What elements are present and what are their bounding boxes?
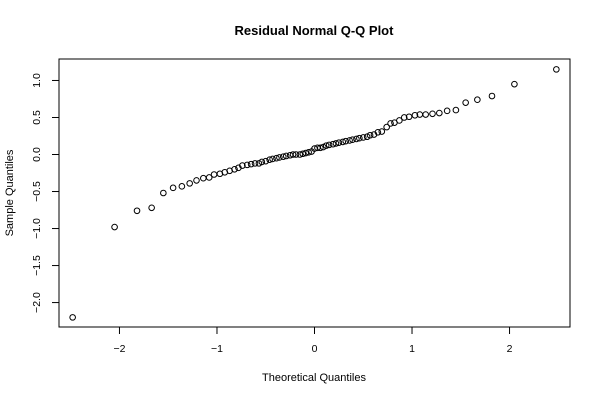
data-point bbox=[387, 120, 394, 127]
data-point bbox=[282, 152, 290, 160]
data-point bbox=[553, 66, 560, 73]
data-point bbox=[269, 155, 276, 163]
data-point bbox=[339, 138, 347, 146]
data-point bbox=[511, 80, 518, 88]
data-point bbox=[329, 140, 337, 148]
data-point bbox=[335, 139, 343, 146]
data-point bbox=[148, 204, 155, 212]
y-tick-label: 0.5 bbox=[31, 110, 43, 125]
data-point bbox=[462, 99, 469, 106]
x-tick-label: −1 bbox=[211, 343, 223, 355]
data-point bbox=[356, 134, 363, 142]
data-points bbox=[69, 66, 560, 321]
data-point bbox=[443, 107, 451, 115]
data-point bbox=[322, 142, 330, 149]
data-point bbox=[205, 174, 213, 181]
data-point bbox=[231, 166, 238, 173]
data-point bbox=[186, 180, 193, 187]
data-point bbox=[317, 144, 324, 152]
data-point bbox=[243, 161, 251, 169]
y-tick-label: 0.0 bbox=[31, 147, 43, 162]
data-point bbox=[452, 106, 460, 114]
data-point bbox=[366, 131, 374, 139]
data-point bbox=[405, 113, 413, 121]
x-axis: −2 −1 0 1 2 bbox=[113, 326, 513, 355]
data-point bbox=[353, 135, 360, 143]
plot-frame bbox=[58, 58, 571, 328]
data-point bbox=[422, 111, 429, 118]
data-point bbox=[133, 207, 141, 215]
data-point bbox=[279, 153, 287, 161]
data-point bbox=[169, 184, 177, 192]
data-point bbox=[276, 154, 283, 161]
data-point bbox=[436, 109, 443, 117]
data-point bbox=[247, 160, 255, 168]
data-point bbox=[346, 137, 353, 144]
y-axis-label: Sample Quantiles bbox=[4, 149, 16, 236]
y-tick-label: 1.0 bbox=[31, 73, 43, 88]
data-point bbox=[374, 128, 382, 136]
data-point bbox=[69, 314, 76, 321]
data-point bbox=[200, 174, 207, 182]
data-point bbox=[262, 157, 270, 165]
data-point bbox=[474, 96, 481, 104]
data-point bbox=[342, 137, 350, 145]
data-point bbox=[296, 151, 304, 158]
data-point bbox=[289, 151, 297, 158]
data-point bbox=[178, 183, 186, 190]
data-point bbox=[302, 149, 310, 157]
data-point bbox=[359, 134, 367, 141]
data-point bbox=[258, 158, 266, 166]
data-point bbox=[396, 117, 403, 124]
data-point bbox=[266, 156, 273, 163]
data-point bbox=[273, 154, 280, 162]
y-tick-label: −1.0 bbox=[31, 218, 43, 239]
data-point bbox=[411, 111, 419, 119]
y-axis: −2.0 −1.5 −1.0 −0.5 0.0 0.5 1.0 bbox=[31, 73, 60, 313]
x-tick-label: 0 bbox=[312, 343, 318, 355]
data-point bbox=[239, 162, 246, 169]
data-point bbox=[160, 189, 167, 197]
x-axis-label: Theoretical Quantiles bbox=[262, 372, 366, 384]
data-point bbox=[378, 128, 386, 135]
x-tick-label: 2 bbox=[507, 343, 513, 355]
data-point bbox=[251, 160, 259, 167]
data-point bbox=[429, 110, 436, 118]
data-point bbox=[383, 123, 390, 131]
data-point bbox=[349, 136, 356, 143]
data-point bbox=[400, 114, 408, 121]
data-point bbox=[111, 223, 118, 231]
data-point bbox=[193, 177, 200, 184]
data-point bbox=[488, 92, 496, 100]
y-tick-label: −1.5 bbox=[31, 255, 43, 276]
data-point bbox=[292, 151, 300, 158]
data-point bbox=[210, 171, 218, 178]
x-tick-label: −2 bbox=[113, 343, 125, 355]
y-tick-label: −0.5 bbox=[31, 181, 43, 202]
x-tick-label: 1 bbox=[409, 343, 415, 355]
data-point bbox=[325, 141, 333, 149]
data-point bbox=[305, 148, 312, 156]
chart-title: Residual Normal Q-Q Plot bbox=[235, 23, 395, 38]
y-tick-label: −2.0 bbox=[31, 292, 43, 313]
data-point bbox=[299, 150, 307, 158]
data-point bbox=[332, 140, 340, 147]
